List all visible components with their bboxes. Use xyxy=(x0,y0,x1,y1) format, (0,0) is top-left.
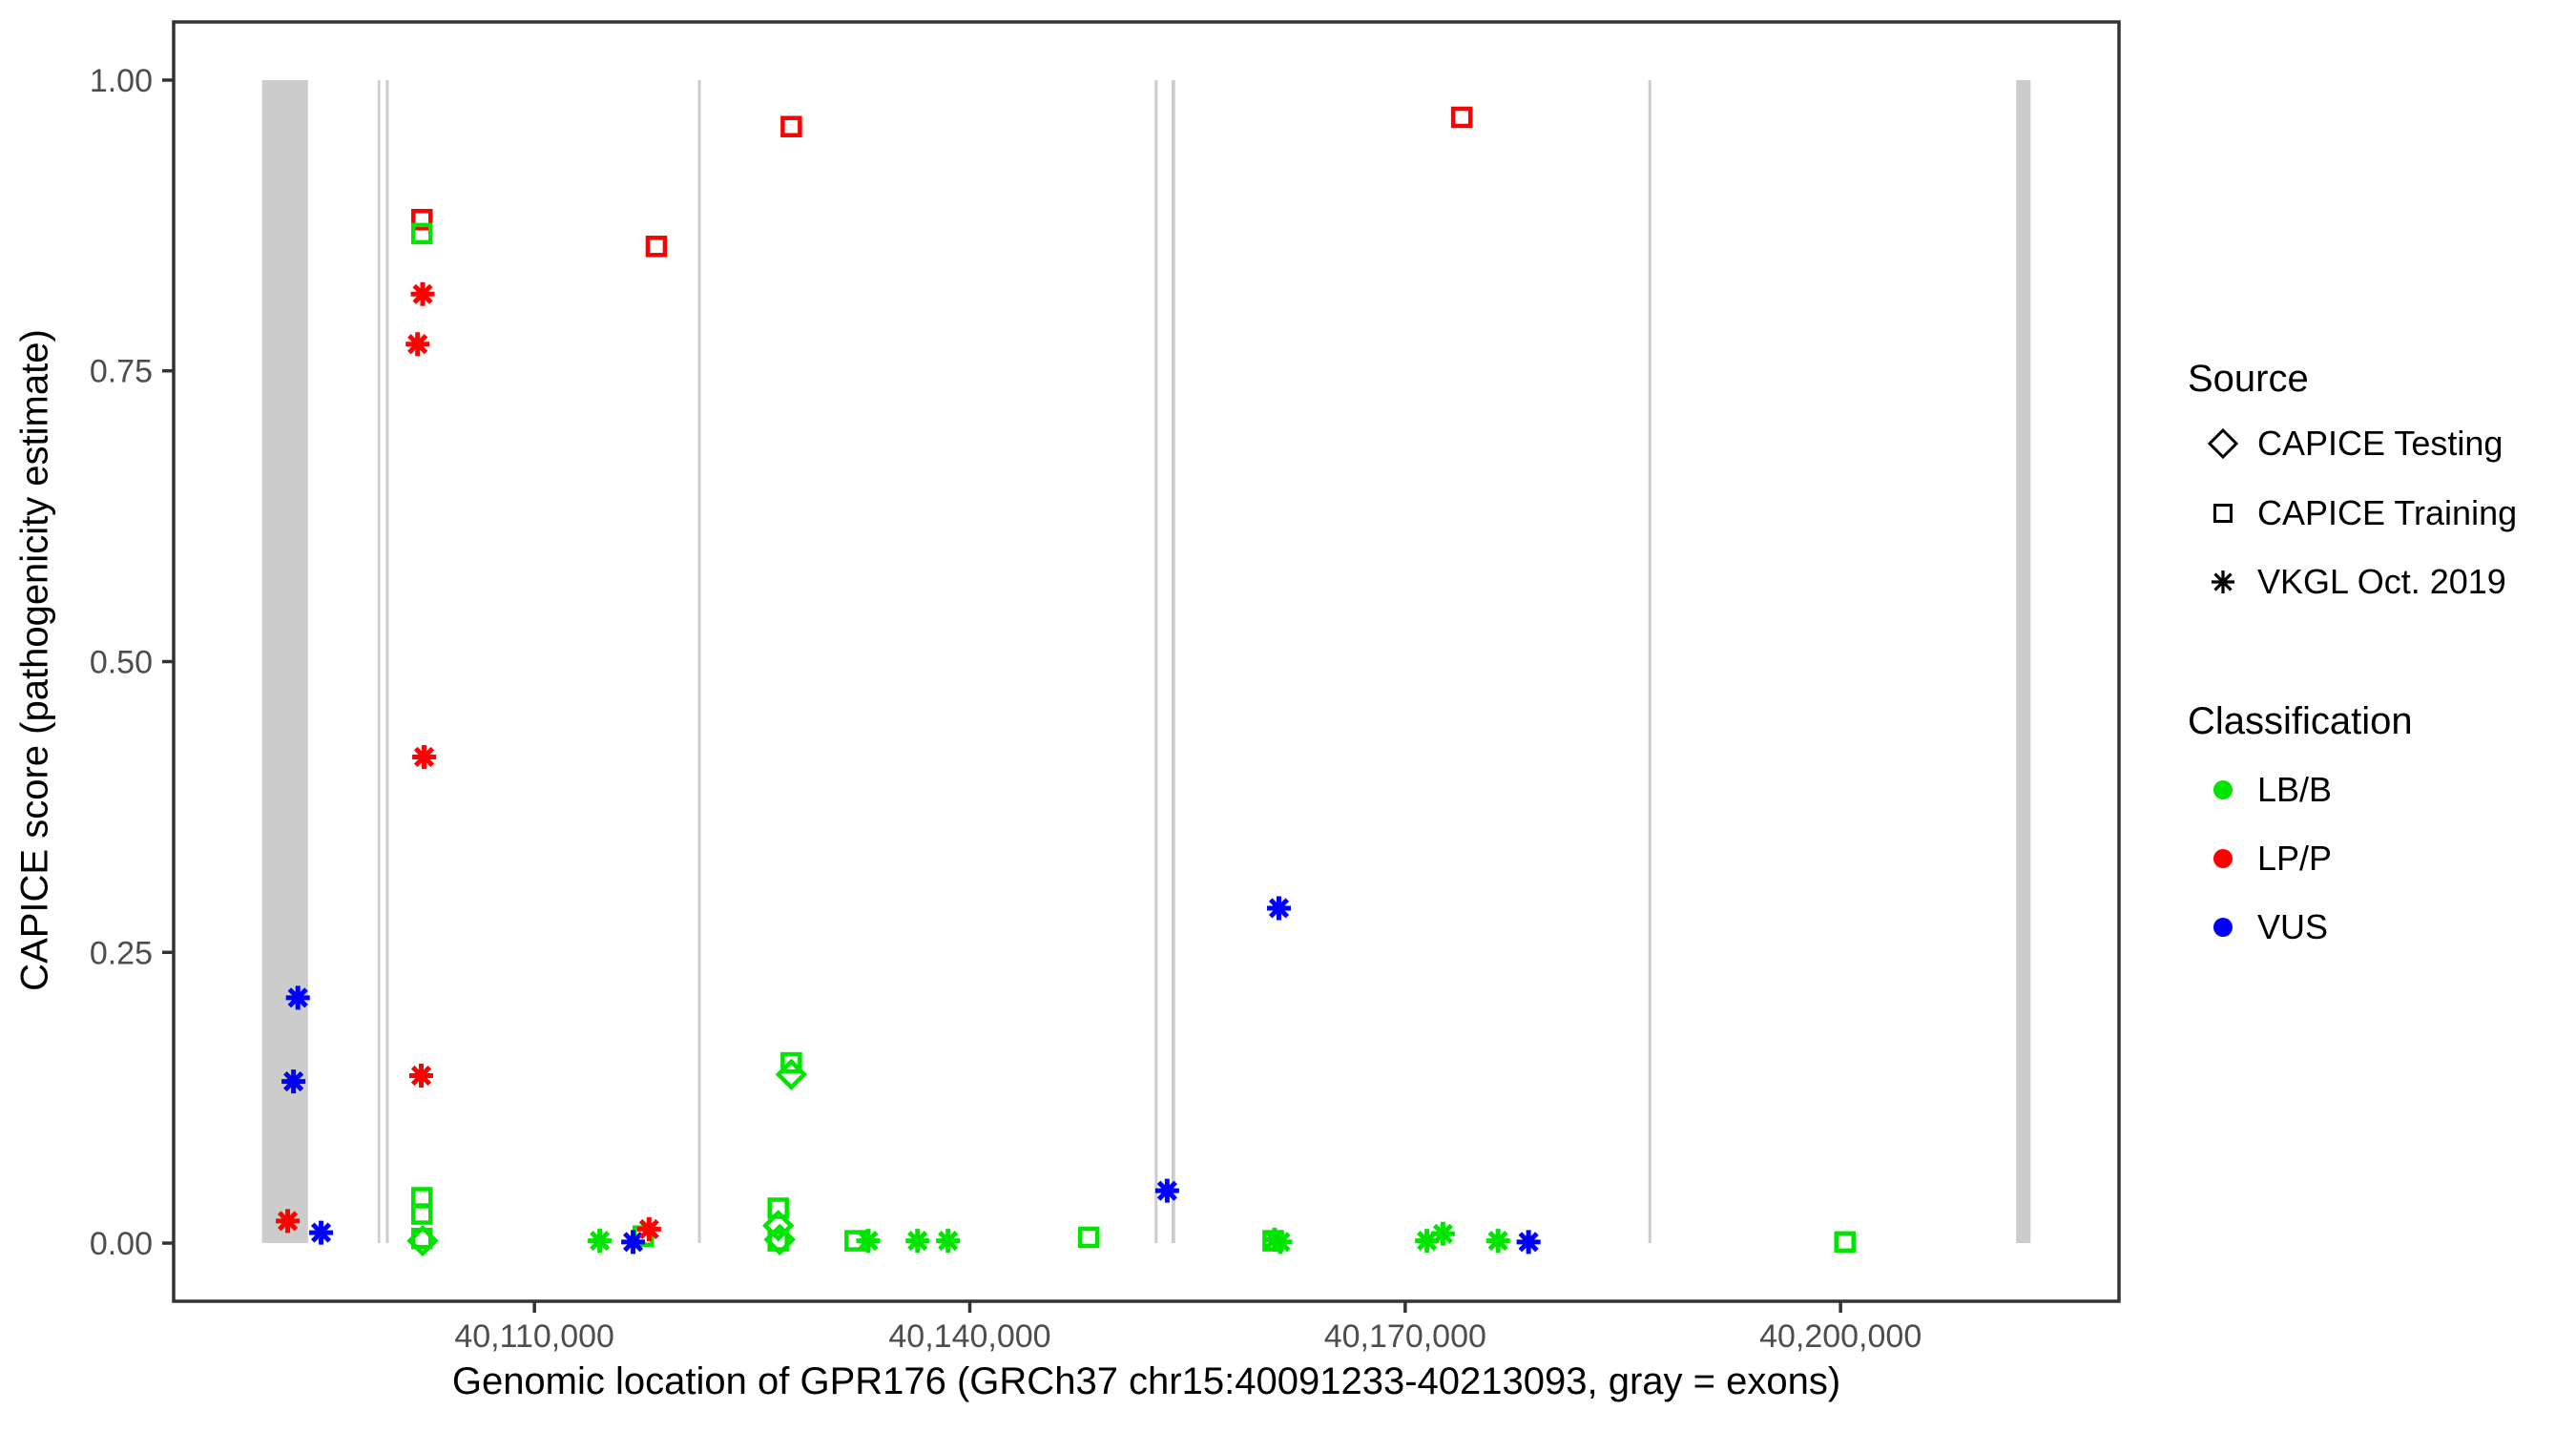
data-point-asterisk xyxy=(1430,1221,1455,1246)
data-point-asterisk xyxy=(936,1229,961,1254)
data-point-asterisk xyxy=(905,1229,930,1254)
data-point-square xyxy=(1077,1226,1100,1249)
exon-bar xyxy=(377,79,381,1244)
data-point-asterisk xyxy=(1485,1229,1510,1254)
y-axis-title: CAPICE score (pathogenicity estimate) xyxy=(13,329,56,991)
data-point-asterisk xyxy=(276,1209,301,1234)
data-point-asterisk xyxy=(281,1069,306,1094)
svg-text:0.50: 0.50 xyxy=(90,645,153,681)
x-tick: 40,110,000 xyxy=(454,1301,614,1355)
data-point-asterisk xyxy=(410,281,435,306)
data-point-asterisk xyxy=(405,332,430,357)
exon-bar xyxy=(261,79,308,1244)
svg-text:40,140,000: 40,140,000 xyxy=(888,1318,1050,1355)
data-point-asterisk xyxy=(588,1229,613,1254)
y-tick: 1.00 xyxy=(90,63,174,99)
data-point-square xyxy=(780,115,802,137)
exon-bar xyxy=(697,79,701,1244)
exon-bar xyxy=(385,79,389,1244)
svg-text:1.00: 1.00 xyxy=(90,63,153,99)
data-point-asterisk xyxy=(1415,1229,1440,1254)
data-point-square xyxy=(411,208,433,231)
data-point-asterisk xyxy=(409,1064,434,1088)
exon-bar xyxy=(1648,79,1652,1244)
exon-bar xyxy=(2016,79,2031,1244)
y-tick: 0.25 xyxy=(90,935,174,971)
data-point-square xyxy=(1834,1231,1856,1254)
svg-text:0.75: 0.75 xyxy=(90,354,153,390)
x-tick: 40,170,000 xyxy=(1324,1301,1486,1355)
data-point-square xyxy=(1450,106,1473,129)
data-point-diamond xyxy=(775,1058,808,1090)
data-point-square xyxy=(767,1197,789,1219)
exon-bar xyxy=(1171,79,1175,1244)
data-point-asterisk xyxy=(285,985,310,1010)
data-point-square xyxy=(411,222,433,245)
y-tick: 0.00 xyxy=(90,1226,174,1262)
exon-bar xyxy=(1154,79,1158,1244)
data-point-diamond xyxy=(406,1224,439,1257)
data-point-asterisk xyxy=(1268,1230,1293,1255)
panel-border xyxy=(172,20,2121,1303)
svg-text:40,110,000: 40,110,000 xyxy=(454,1318,614,1355)
x-tick: 40,200,000 xyxy=(1759,1301,1922,1355)
svg-text:40,170,000: 40,170,000 xyxy=(1324,1318,1486,1355)
data-point-asterisk xyxy=(636,1216,661,1241)
data-point-diamond xyxy=(763,1223,796,1256)
svg-text:40,200,000: 40,200,000 xyxy=(1759,1318,1922,1355)
data-point-asterisk xyxy=(1266,896,1291,921)
data-point-asterisk xyxy=(856,1229,881,1254)
svg-text:0.25: 0.25 xyxy=(90,935,153,971)
data-point-asterisk xyxy=(412,744,437,769)
x-tick: 40,140,000 xyxy=(888,1301,1051,1355)
data-point-square xyxy=(411,1203,433,1225)
data-point-asterisk xyxy=(309,1220,334,1245)
y-tick: 0.75 xyxy=(90,354,174,390)
svg-text:0.00: 0.00 xyxy=(90,1226,153,1262)
x-axis-title: Genomic location of GPR176 (GRCh37 chr15… xyxy=(451,1360,1841,1402)
y-tick: 0.50 xyxy=(90,645,174,681)
data-point-square xyxy=(780,1051,802,1074)
data-point-diamond xyxy=(762,1210,795,1242)
data-point-asterisk xyxy=(621,1230,646,1255)
data-point-asterisk xyxy=(1516,1230,1541,1255)
data-point-square xyxy=(645,236,668,258)
data-point-asterisk xyxy=(1154,1178,1179,1203)
